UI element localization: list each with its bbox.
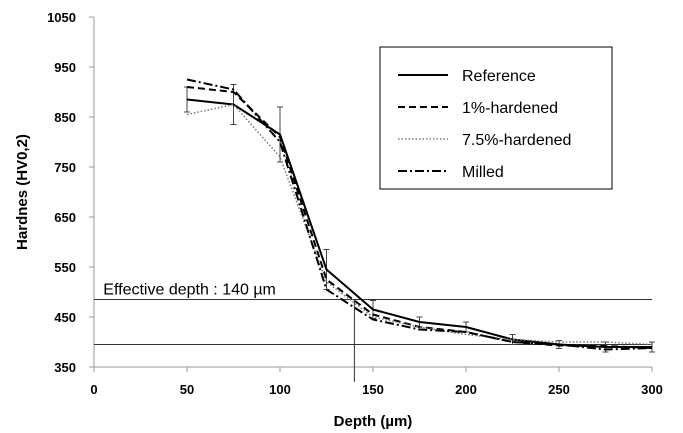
y-tick-label: 650 — [54, 210, 76, 225]
x-tick-label: 100 — [269, 382, 291, 397]
legend-label: 7.5%-hardened — [462, 132, 571, 149]
plot-area: 350 450 550 650 750 850 950 1050 0 50 100 150 200 250… — [14, 10, 663, 430]
y-tick-label: 850 — [54, 110, 76, 125]
x-tick-label: 200 — [455, 382, 477, 397]
y-tick-label: 450 — [54, 310, 76, 325]
x-tick-label: 250 — [548, 382, 570, 397]
legend-label: 1%-hardened — [462, 100, 558, 117]
y-tick-label: 750 — [54, 160, 76, 175]
y-tick-label: 350 — [54, 360, 76, 375]
series-line-1-hardened — [186, 86, 653, 349]
y-axis-title: Hardnes (HV0,2) — [14, 134, 31, 250]
effective-depth-annotation: Effective depth : 140 µm — [103, 282, 276, 299]
x-tick-label: 50 — [180, 382, 194, 397]
x-axis-title: Depth (µm) — [334, 413, 413, 430]
x-tick-label: 300 — [641, 382, 663, 397]
series-line-milled — [186, 78, 653, 351]
x-tick-label: 0 — [90, 382, 97, 397]
legend-box — [379, 46, 613, 190]
x-tick-label: 150 — [362, 382, 384, 397]
y-tick-label: 550 — [54, 260, 76, 275]
y-tick-label: 1050 — [47, 10, 76, 25]
y-tick-label: 950 — [54, 60, 76, 75]
legend-label: Milled — [462, 164, 504, 181]
legend-label: Reference — [462, 68, 536, 85]
